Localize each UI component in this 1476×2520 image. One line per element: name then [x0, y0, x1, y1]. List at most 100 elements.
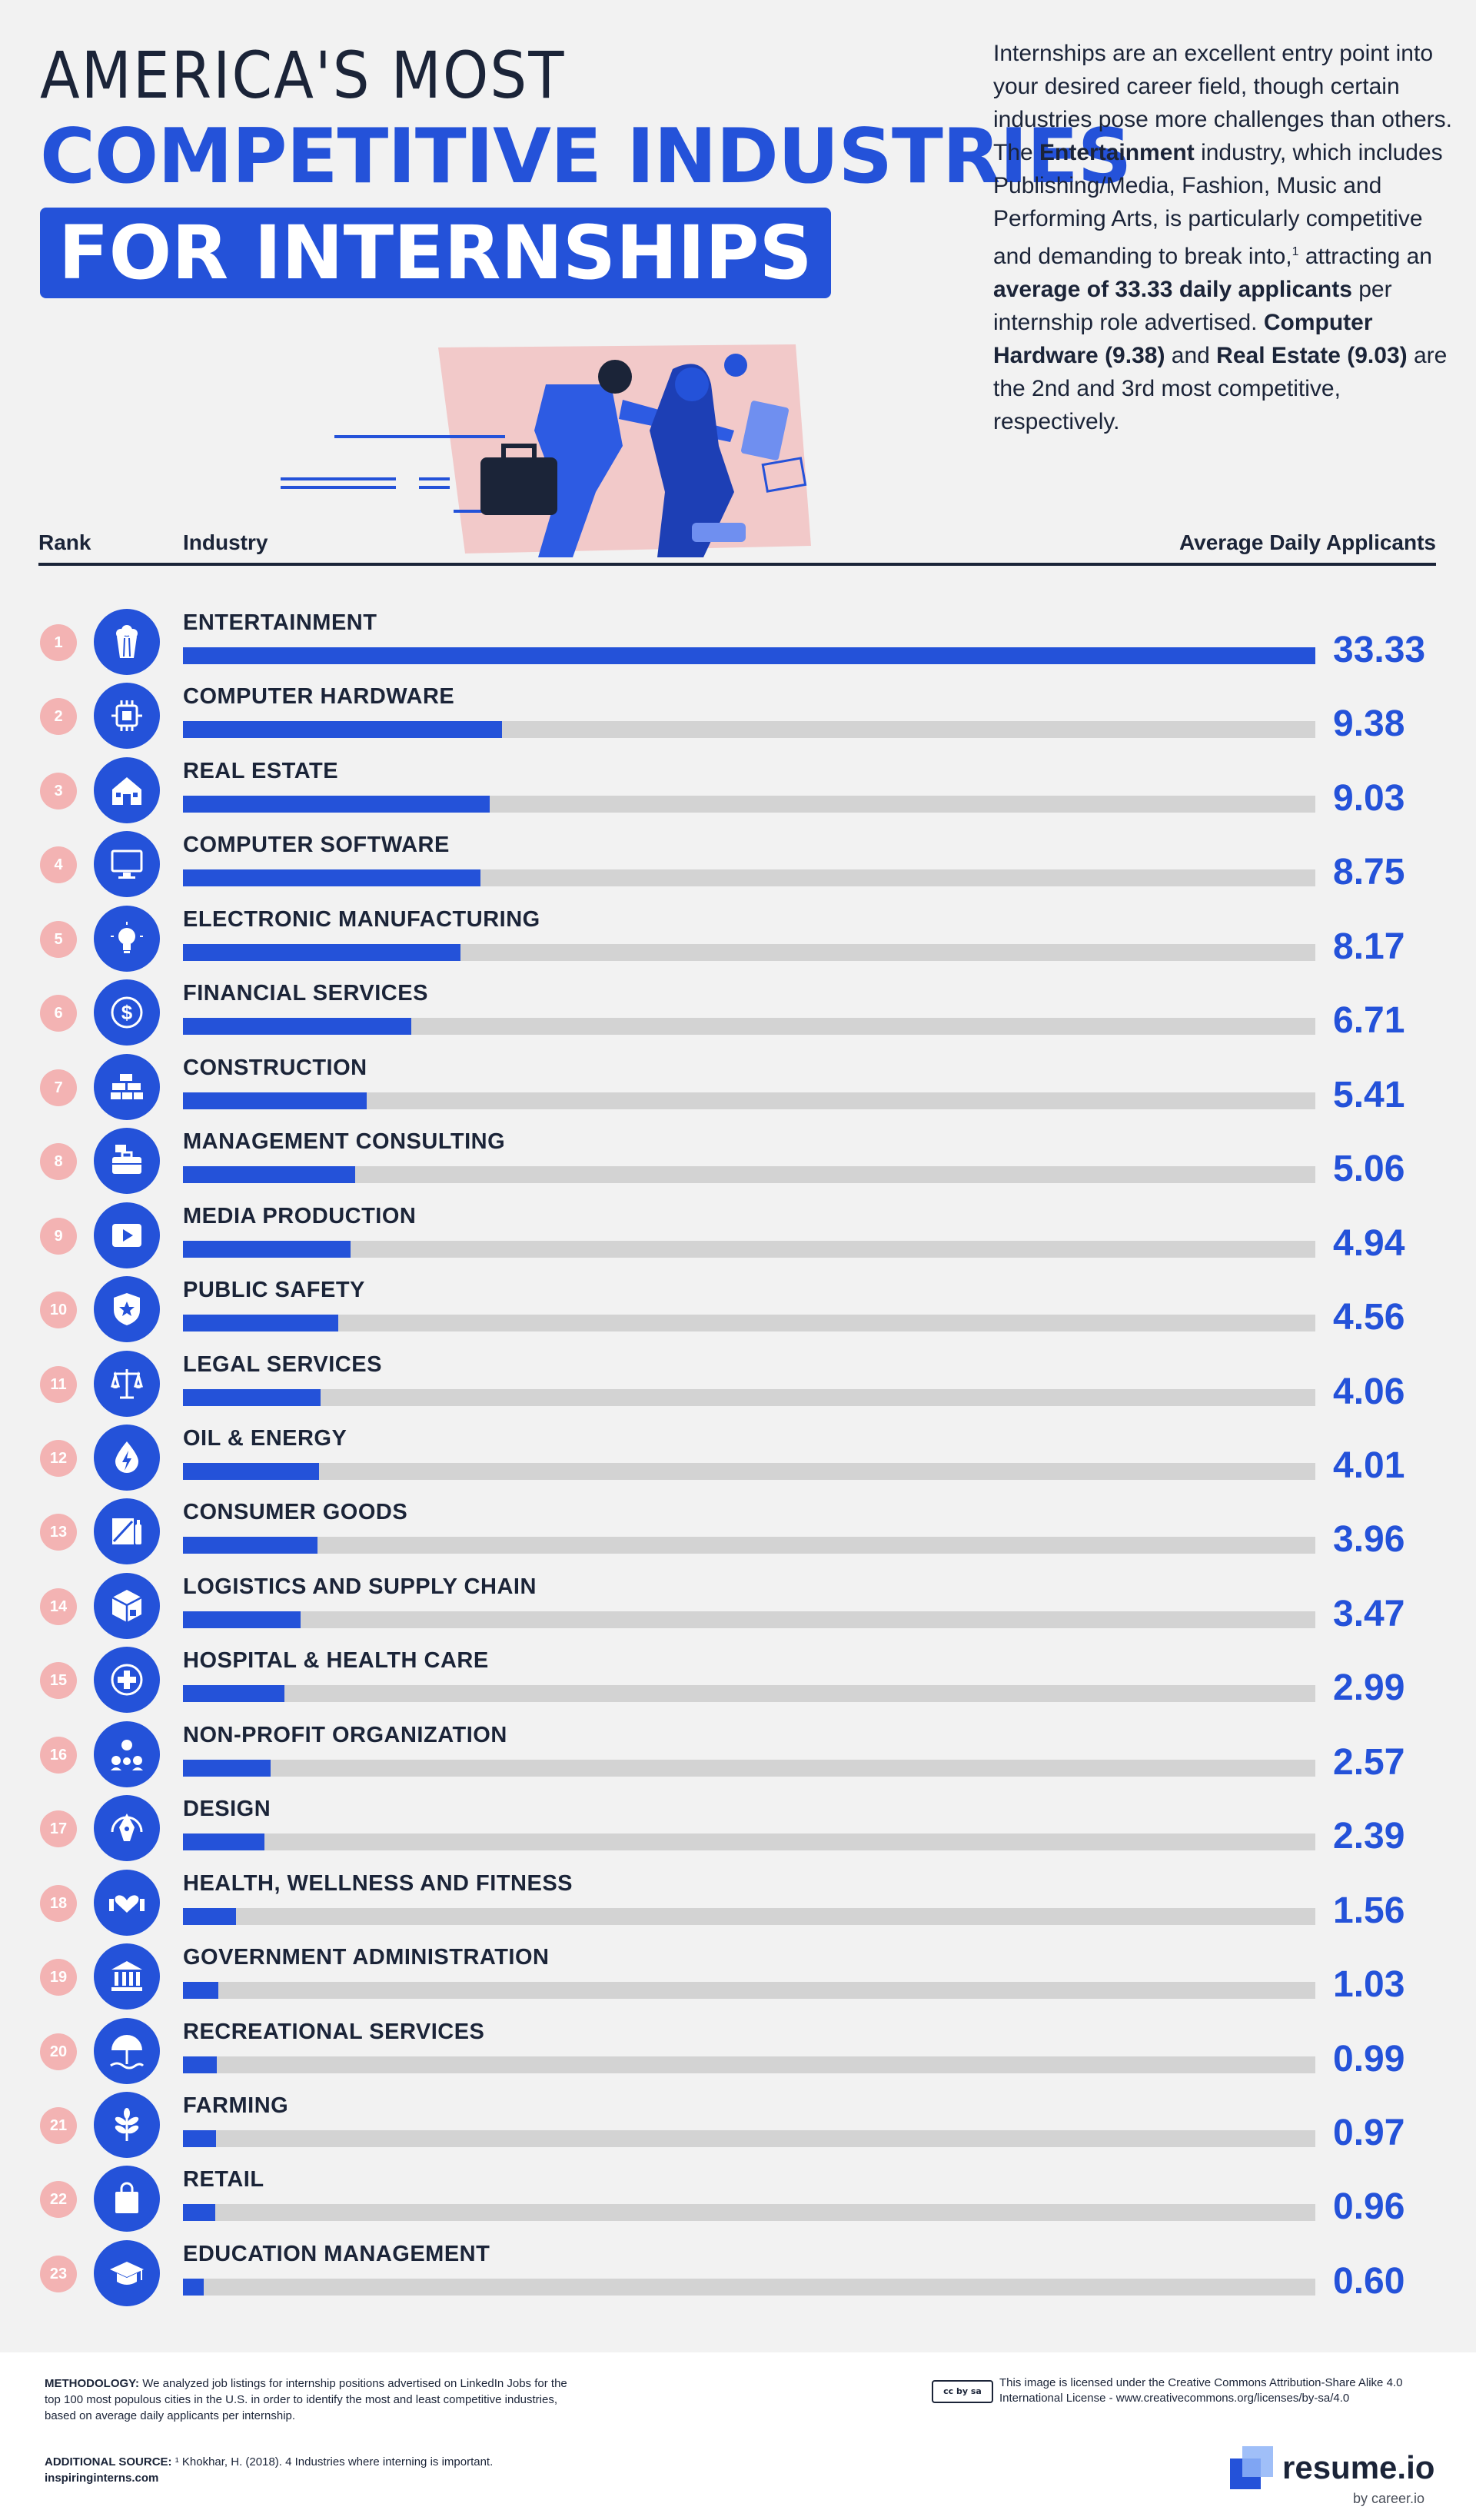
chart-row: 13 CONSUMER GOODS 3.96: [0, 1497, 1476, 1571]
industry-label: MEDIA PRODUCTION: [183, 1203, 417, 1228]
rank-badge: 12: [40, 1439, 77, 1477]
svg-text:$: $: [121, 1001, 133, 1024]
bar-track: [183, 2204, 1315, 2222]
bar-track: [183, 1462, 1315, 1480]
title-block: AMERICA'S MOST COMPETITIVE INDUSTRIES FO…: [40, 40, 1132, 298]
resume-io-logo-icon: [1230, 2446, 1273, 2489]
industry-icon-circle: [94, 1276, 160, 1343]
dumbbell-heart-icon: [109, 1894, 145, 1913]
industry-icon-circle: [94, 1128, 160, 1195]
industry-icon-circle: [94, 1869, 160, 1936]
chart-row: 8 MANAGEMENT CONSULTING 5.06: [0, 1126, 1476, 1200]
chart-row: 7 CONSTRUCTION 5.41: [0, 1052, 1476, 1126]
industry-label: FARMING: [183, 2093, 289, 2118]
chart-row: 19 GOVERNMENT ADMINISTRATION 1.03: [0, 1942, 1476, 2016]
package-icon: [112, 1518, 141, 1545]
byline: by career.io: [1353, 2491, 1425, 2506]
plant-icon: [115, 2108, 139, 2141]
graduation-cap-icon: [110, 2261, 144, 2285]
bar-track: [183, 1759, 1315, 1777]
people-network-icon: [111, 1739, 143, 1770]
title-line-2: COMPETITIVE INDUSTRIES: [40, 113, 1132, 201]
title-line-3: FOR INTERNSHIPS: [40, 208, 831, 298]
industry-label: PUBLIC SAFETY: [183, 1278, 365, 1303]
chart-row: 14 LOGISTICS AND SUPPLY CHAIN 3.47: [0, 1571, 1476, 1645]
bar: [183, 2130, 216, 2147]
bar-track: [183, 647, 1315, 664]
value-label: 0.60: [1333, 2260, 1405, 2302]
bar-track: [183, 943, 1315, 961]
rank-badge: 6: [40, 995, 77, 1032]
badge-icon: [114, 1293, 140, 1326]
industry-label: OIL & ENERGY: [183, 1425, 347, 1451]
intro-paragraph: Internships are an excellent entry point…: [993, 41, 1453, 434]
rank-badge: 16: [40, 1736, 77, 1774]
bar: [183, 1982, 218, 2000]
pen-nib-icon: [111, 1814, 143, 1842]
industry-icon-circle: [94, 2239, 160, 2306]
chart-row: 10 PUBLIC SAFETY 4.56: [0, 1275, 1476, 1348]
chart-row: 6 $ FINANCIAL SERVICES 6.71: [0, 978, 1476, 1052]
interns-running-illustration: [281, 344, 811, 557]
bar: [183, 1315, 338, 1332]
value-column-header: Average Daily Applicants: [1178, 530, 1436, 554]
bar: [183, 1537, 317, 1554]
rank-badge: 15: [40, 1662, 77, 1700]
bar: [183, 1018, 411, 1036]
bar-track: [183, 1982, 1315, 2000]
bar-track: [183, 1092, 1315, 1109]
value-label: 4.56: [1333, 1297, 1405, 1338]
value-label: 0.97: [1333, 2113, 1405, 2153]
bar: [183, 943, 461, 961]
rank-badge: 21: [40, 2107, 77, 2144]
rank-badge: 19: [40, 1959, 77, 1996]
industry-icon-circle: [94, 905, 160, 972]
rank-badge: 2: [40, 698, 77, 736]
value-label: 8.17: [1333, 926, 1405, 967]
value-label: 3.96: [1333, 1519, 1405, 1561]
industry-label: RECREATIONAL SERVICES: [183, 2019, 485, 2044]
bar: [183, 795, 490, 813]
rank-badge: 5: [40, 920, 77, 958]
chip-icon: [111, 700, 142, 732]
value-label: 33.33: [1333, 630, 1426, 670]
bar: [183, 1462, 320, 1480]
chart-row: 22 RETAIL 0.96: [0, 2164, 1476, 2238]
chart-row: 21 FARMING 0.97: [0, 2090, 1476, 2164]
bar: [183, 1166, 355, 1184]
industry-icon-circle: [94, 609, 160, 675]
industry-label: COMPUTER HARDWARE: [183, 684, 455, 710]
bar-track: [183, 869, 1315, 887]
chart-row: 4 COMPUTER SOFTWARE 8.75: [0, 829, 1476, 903]
beach-umbrella-icon: [110, 2034, 145, 2070]
chart-row: 17 DESIGN 2.39: [0, 1794, 1476, 1867]
bar-track: [183, 1018, 1315, 1036]
logo-text: resume.io: [1282, 2449, 1435, 2485]
chart-row: 12 OIL & ENERGY 4.01: [0, 1423, 1476, 1497]
boxes-icon: [111, 1589, 142, 1622]
industry-label: MANAGEMENT CONSULTING: [183, 1129, 506, 1155]
value-label: 9.03: [1333, 777, 1405, 819]
bar: [183, 2056, 217, 2073]
industry-label: DESIGN: [183, 1797, 271, 1822]
industry-icon-circle: [94, 1498, 160, 1565]
value-label: 3.47: [1333, 1593, 1405, 1634]
rank-badge: 20: [40, 2033, 77, 2070]
value-label: 1.56: [1333, 1890, 1405, 1931]
bar-track: [183, 1315, 1315, 1332]
rank-badge: 18: [40, 1884, 77, 1922]
industry-icon-circle: [94, 1720, 160, 1787]
rank-badge: 14: [40, 1587, 77, 1625]
bar-track: [183, 1907, 1315, 1925]
rank-column-header: Rank: [38, 530, 91, 554]
rank-badge: 10: [40, 1292, 77, 1329]
bar: [183, 721, 502, 739]
industry-label: RETAIL: [183, 2167, 264, 2193]
footer: [0, 2352, 1476, 2520]
industry-label: HEALTH, WELLNESS AND FITNESS: [183, 1870, 573, 1896]
dollar-icon: $: [111, 996, 143, 1029]
value-label: 5.41: [1333, 1074, 1405, 1115]
industry-column-header: Industry: [183, 530, 268, 554]
industry-icon-circle: [94, 1572, 160, 1639]
value-label: 5.06: [1333, 1149, 1405, 1190]
